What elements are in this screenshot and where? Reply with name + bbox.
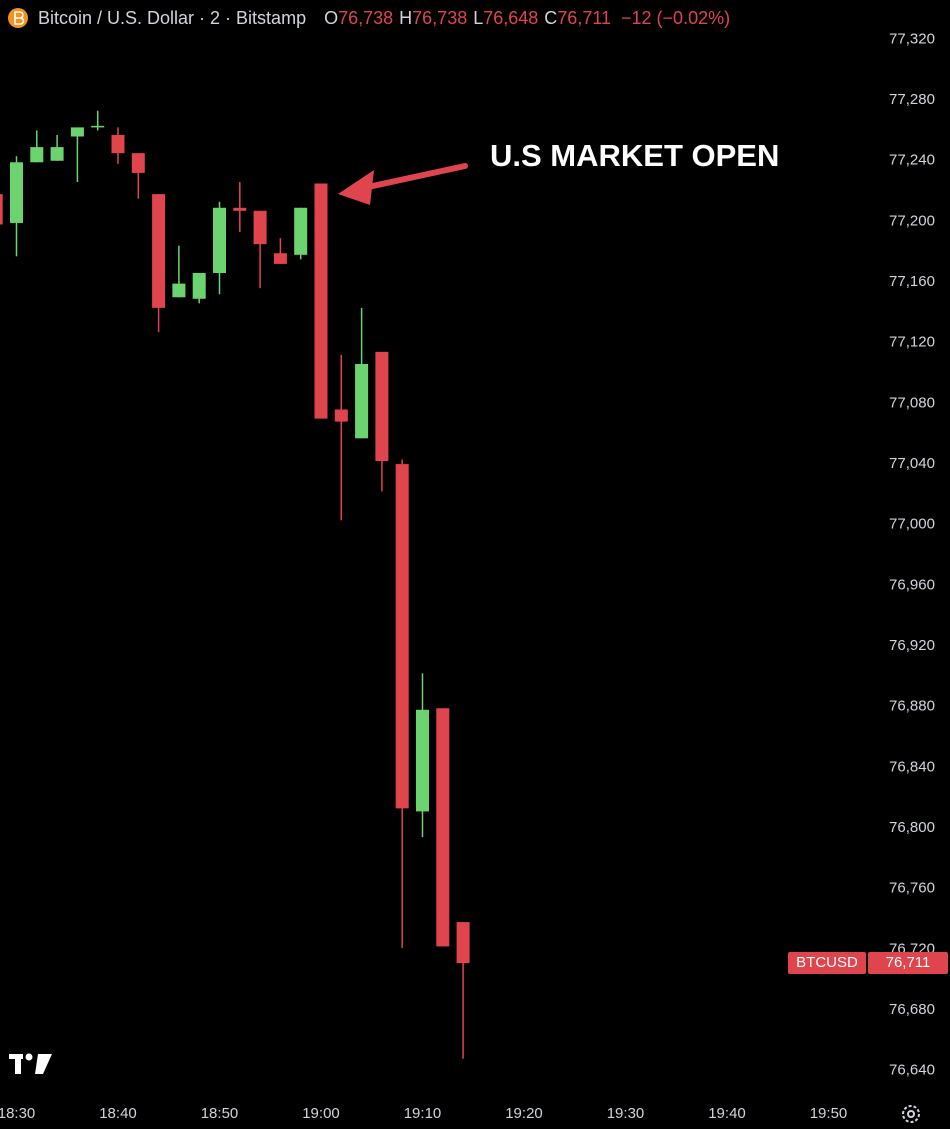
y-tick-label: 77,160 — [889, 273, 935, 290]
candle-body — [375, 351, 389, 462]
price-tag-value-bg — [868, 952, 948, 975]
x-tick-label: 19:30 — [607, 1105, 645, 1122]
price-tag-value: 76,711 — [886, 954, 931, 971]
candle-body — [456, 922, 470, 964]
candle-body — [111, 134, 125, 154]
price-tag-name-bg — [788, 952, 866, 975]
x-tick-label: 18:30 — [0, 1105, 35, 1122]
candle-body — [436, 708, 450, 947]
y-tick-label: 77,040 — [889, 455, 935, 472]
candle-body — [395, 464, 409, 809]
x-tick-label: 19:20 — [505, 1105, 543, 1122]
x-tick-label: 19:40 — [708, 1105, 746, 1122]
candle-body — [213, 207, 226, 273]
chart-title: Bitcoin / U.S. Dollar · 2 · Bitstamp — [38, 7, 307, 28]
symbol-icon — [8, 8, 28, 28]
y-tick-label: 76,960 — [889, 576, 935, 593]
y-tick-label: 77,240 — [889, 152, 935, 169]
ohlc-letter: L — [473, 7, 484, 28]
change: −12 (−0.02%) — [621, 7, 731, 28]
candle-body — [30, 147, 44, 163]
ohlc-value: 76,738 — [338, 7, 394, 28]
annotation: U.S MARKET OPEN — [490, 138, 779, 173]
candle-body — [152, 194, 166, 308]
x-tick-label: 19:00 — [302, 1105, 340, 1122]
candle-body — [294, 207, 308, 255]
annotation-arrow — [338, 163, 468, 205]
y-tick-label: 76,640 — [889, 1062, 935, 1079]
y-tick-label: 76,920 — [889, 637, 935, 654]
y-tick-label: 77,320 — [889, 30, 935, 47]
candle-body — [233, 207, 247, 211]
candle-body — [91, 125, 105, 128]
candle-body — [334, 409, 348, 422]
candle-body — [0, 194, 3, 225]
logo — [9, 1053, 52, 1074]
candle-body — [253, 210, 267, 245]
candle-body — [355, 363, 369, 439]
y-tick-label: 76,880 — [889, 698, 935, 715]
y-tick-label: 77,120 — [889, 334, 935, 351]
ohlc-value: 76,738 — [412, 7, 468, 28]
candle-body — [10, 162, 23, 223]
candle-body — [70, 127, 84, 137]
x-tick-label: 19:50 — [810, 1105, 848, 1122]
y-tick-label: 76,800 — [889, 819, 935, 836]
candle-body — [50, 147, 64, 161]
y-tick-label: 76,680 — [889, 1001, 935, 1018]
y-tick-label: 77,200 — [889, 212, 935, 229]
ohlc-letter: C — [544, 7, 558, 28]
ohlc-letter: H — [399, 7, 413, 28]
ohlc-letter: O — [324, 7, 339, 28]
ohlc-value: 76,711 — [557, 7, 612, 28]
x-tick-label: 18:50 — [201, 1105, 239, 1122]
header: Bitcoin / U.S. Dollar · 2 · Bitstamp O 76… — [38, 6, 730, 30]
candle-body — [273, 253, 287, 264]
y-tick-label: 77,080 — [889, 394, 935, 411]
y-tick-label: 76,760 — [889, 880, 935, 897]
candle-body — [172, 283, 186, 298]
ohlc-value: 76,648 — [483, 7, 539, 28]
price-tag-name: BTCUSD — [796, 954, 858, 971]
candle-body — [314, 183, 328, 419]
y-tick-label: 76,840 — [889, 758, 935, 775]
x-tick-label: 19:10 — [404, 1105, 442, 1122]
candle-body — [192, 272, 206, 299]
candle-body — [131, 153, 145, 173]
candle-body — [416, 709, 429, 812]
y-tick-label: 77,280 — [889, 91, 935, 108]
x-tick-label: 18:40 — [99, 1105, 137, 1122]
y-tick-label: 77,000 — [889, 516, 935, 533]
settings-button[interactable] — [902, 1105, 920, 1123]
